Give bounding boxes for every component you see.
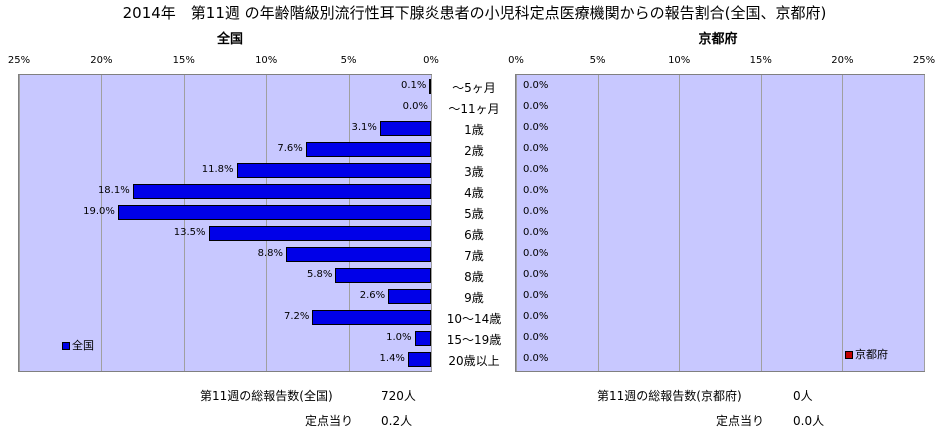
left-total-value: 720人 <box>381 389 416 403</box>
right-bar-value-label: 0.0% <box>523 248 549 259</box>
left-tick-label: 0% <box>423 55 439 66</box>
right-per-value: 0.0人 <box>793 414 825 428</box>
left-per-value: 0.2人 <box>381 414 413 428</box>
left-bar-value-label: 11.8% <box>201 164 234 175</box>
left-bar <box>379 121 431 136</box>
left-bar <box>236 163 431 178</box>
left-panel-title: 全国 <box>216 32 243 47</box>
left-bar <box>312 310 431 325</box>
left-bar <box>208 226 431 241</box>
right-total-label: 第11週の総報告数(京都府) <box>597 389 742 403</box>
right-tick-label: 20% <box>831 55 854 66</box>
right-bar-value-label: 0.0% <box>523 353 549 364</box>
left-gridline <box>19 75 20 371</box>
left-legend-swatch <box>62 342 70 350</box>
right-gridline <box>679 75 681 371</box>
right-bar-value-label: 0.0% <box>523 122 549 133</box>
left-per-label: 定点当り <box>305 414 354 428</box>
left-bar <box>388 289 431 304</box>
right-bar-value-label: 0.0% <box>523 206 549 217</box>
right-tick-label: 15% <box>749 55 772 66</box>
right-bar-value-label: 0.0% <box>523 101 549 112</box>
left-bar <box>429 79 432 94</box>
left-tick-label: 20% <box>90 55 113 66</box>
left-bar <box>117 205 431 220</box>
left-bar-value-label: 7.6% <box>277 143 303 154</box>
right-bar-value-label: 0.0% <box>523 290 549 301</box>
left-bar-value-label: 8.8% <box>257 248 283 259</box>
right-bar-value-label: 0.0% <box>523 164 549 175</box>
left-bar <box>407 352 431 367</box>
left-bar <box>132 184 431 199</box>
category-label: 20歳以上 <box>448 354 500 368</box>
category-label: 6歳 <box>464 228 484 242</box>
left-gridline <box>266 75 268 371</box>
category-label: 10～14歳 <box>446 312 502 326</box>
right-bar-value-label: 0.0% <box>523 80 549 91</box>
category-label: 3歳 <box>464 165 484 179</box>
left-bar <box>414 331 431 346</box>
left-bar-value-label: 3.1% <box>351 122 377 133</box>
right-tick-label: 10% <box>668 55 691 66</box>
left-gridline <box>183 75 185 371</box>
right-tick-label: 25% <box>912 55 936 66</box>
category-label: 9歳 <box>464 291 484 305</box>
left-bar-value-label: 19.0% <box>83 206 115 217</box>
left-bar-value-label: 2.6% <box>359 290 386 301</box>
left-gridline <box>101 75 103 371</box>
left-bar-value-label: 5.8% <box>307 269 333 280</box>
right-bar-value-label: 0.0% <box>523 311 549 322</box>
right-tick-label: 0% <box>508 55 524 66</box>
right-gridline <box>516 75 517 371</box>
right-per-label: 定点当り <box>716 414 765 428</box>
category-label: 1歳 <box>464 123 484 137</box>
left-bar-value-label: 7.2% <box>283 311 310 322</box>
left-tick-label: 25% <box>7 55 31 66</box>
category-label: 8歳 <box>464 270 484 284</box>
right-gridline <box>597 75 599 371</box>
right-bar-value-label: 0.0% <box>523 143 549 154</box>
left-plot-area: 0.1% 0.0% 3.1% 7.6% 11.8% 18.1% 19.0% 13.5% 8.8%… <box>18 74 432 372</box>
right-bar-value-label: 0.0% <box>523 185 549 196</box>
category-label: ～5ヶ月 <box>452 81 496 95</box>
category-label: 7歳 <box>464 249 484 263</box>
right-plot-area: 0.0% 0.0% 0.0% 0.0% 0.0% 0.0% 0.0% 0.0% 0.0% 0.0%… <box>515 74 925 372</box>
left-tick-label: 15% <box>172 55 195 66</box>
right-gridline <box>842 75 844 371</box>
chart-title: 2014年 第11週 の年齢階級別流行性耳下腺炎患者の小児科定点医療機関からの報… <box>122 4 827 22</box>
category-label: 5歳 <box>464 207 484 221</box>
right-gridline <box>924 75 925 371</box>
left-legend-label: 全国 <box>72 339 94 352</box>
category-label: 15～19歳 <box>446 333 502 347</box>
category-label: 4歳 <box>464 186 484 200</box>
left-bar <box>305 142 431 157</box>
left-gridline <box>348 75 350 371</box>
right-legend-swatch <box>845 351 853 359</box>
left-bar-value-label: 18.1% <box>97 185 130 196</box>
category-label: 2歳 <box>464 144 484 158</box>
right-bar-value-label: 0.0% <box>523 227 549 238</box>
right-total-value: 0人 <box>793 389 813 403</box>
left-bar <box>285 247 431 262</box>
right-tick-label: 5% <box>589 55 606 66</box>
left-bar-value-label: 0.1% <box>400 80 427 91</box>
left-bar <box>335 268 431 283</box>
right-panel-title: 京都府 <box>698 32 738 47</box>
left-tick-label: 10% <box>255 55 278 66</box>
left-bar-value-label: 1.0% <box>386 332 412 343</box>
left-bar-value-label: 13.5% <box>173 227 206 238</box>
right-bar-value-label: 0.0% <box>523 269 549 280</box>
category-label: ～11ヶ月 <box>448 102 500 116</box>
left-total-label: 第11週の総報告数(全国) <box>200 389 333 403</box>
left-tick-label: 5% <box>340 55 357 66</box>
left-bar-value-label: 0.0% <box>402 101 428 112</box>
left-gridline <box>431 75 432 371</box>
right-legend-label: 京都府 <box>855 348 888 361</box>
right-gridline <box>760 75 762 371</box>
right-bar-value-label: 0.0% <box>523 332 549 343</box>
left-bar-value-label: 1.4% <box>379 353 405 364</box>
left-legend: 全国 <box>62 337 94 353</box>
right-legend: 京都府 <box>845 346 888 362</box>
